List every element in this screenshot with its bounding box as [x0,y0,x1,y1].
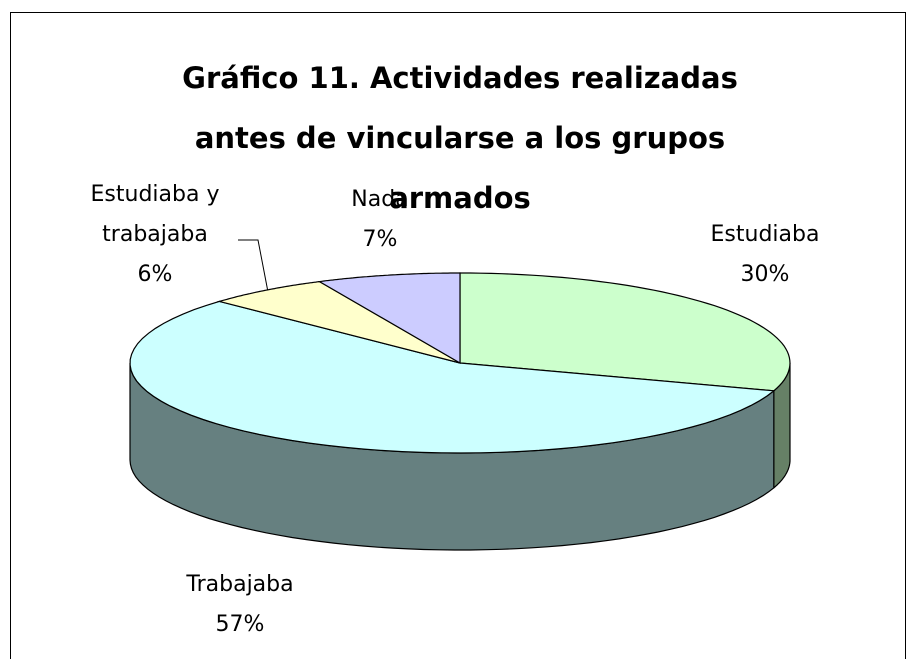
chart-frame [10,12,906,659]
label-name: Estudiaba [710,222,820,247]
slice-label: Nada 7% [330,180,430,260]
label-value: 7% [362,227,398,252]
label-value: 30% [740,262,790,287]
label-name: Estudiaba y trabajaba [90,182,220,247]
slice [129,300,776,454]
label-name: Nada [351,187,409,212]
leader-line [238,239,269,293]
label-value: 57% [215,612,265,637]
chart-title: Gráfico 11. Actividades realizadas antes… [182,61,738,215]
slice [459,272,791,392]
label-name: Trabajaba [186,572,294,597]
slice-label: Estudiaba 30% [690,215,840,295]
slice-label: Trabajaba 57% [160,565,320,645]
label-value: 6% [137,262,173,287]
slice [317,272,461,365]
slice [217,280,461,364]
slice-label: Estudiaba y trabajaba 6% [60,175,250,295]
